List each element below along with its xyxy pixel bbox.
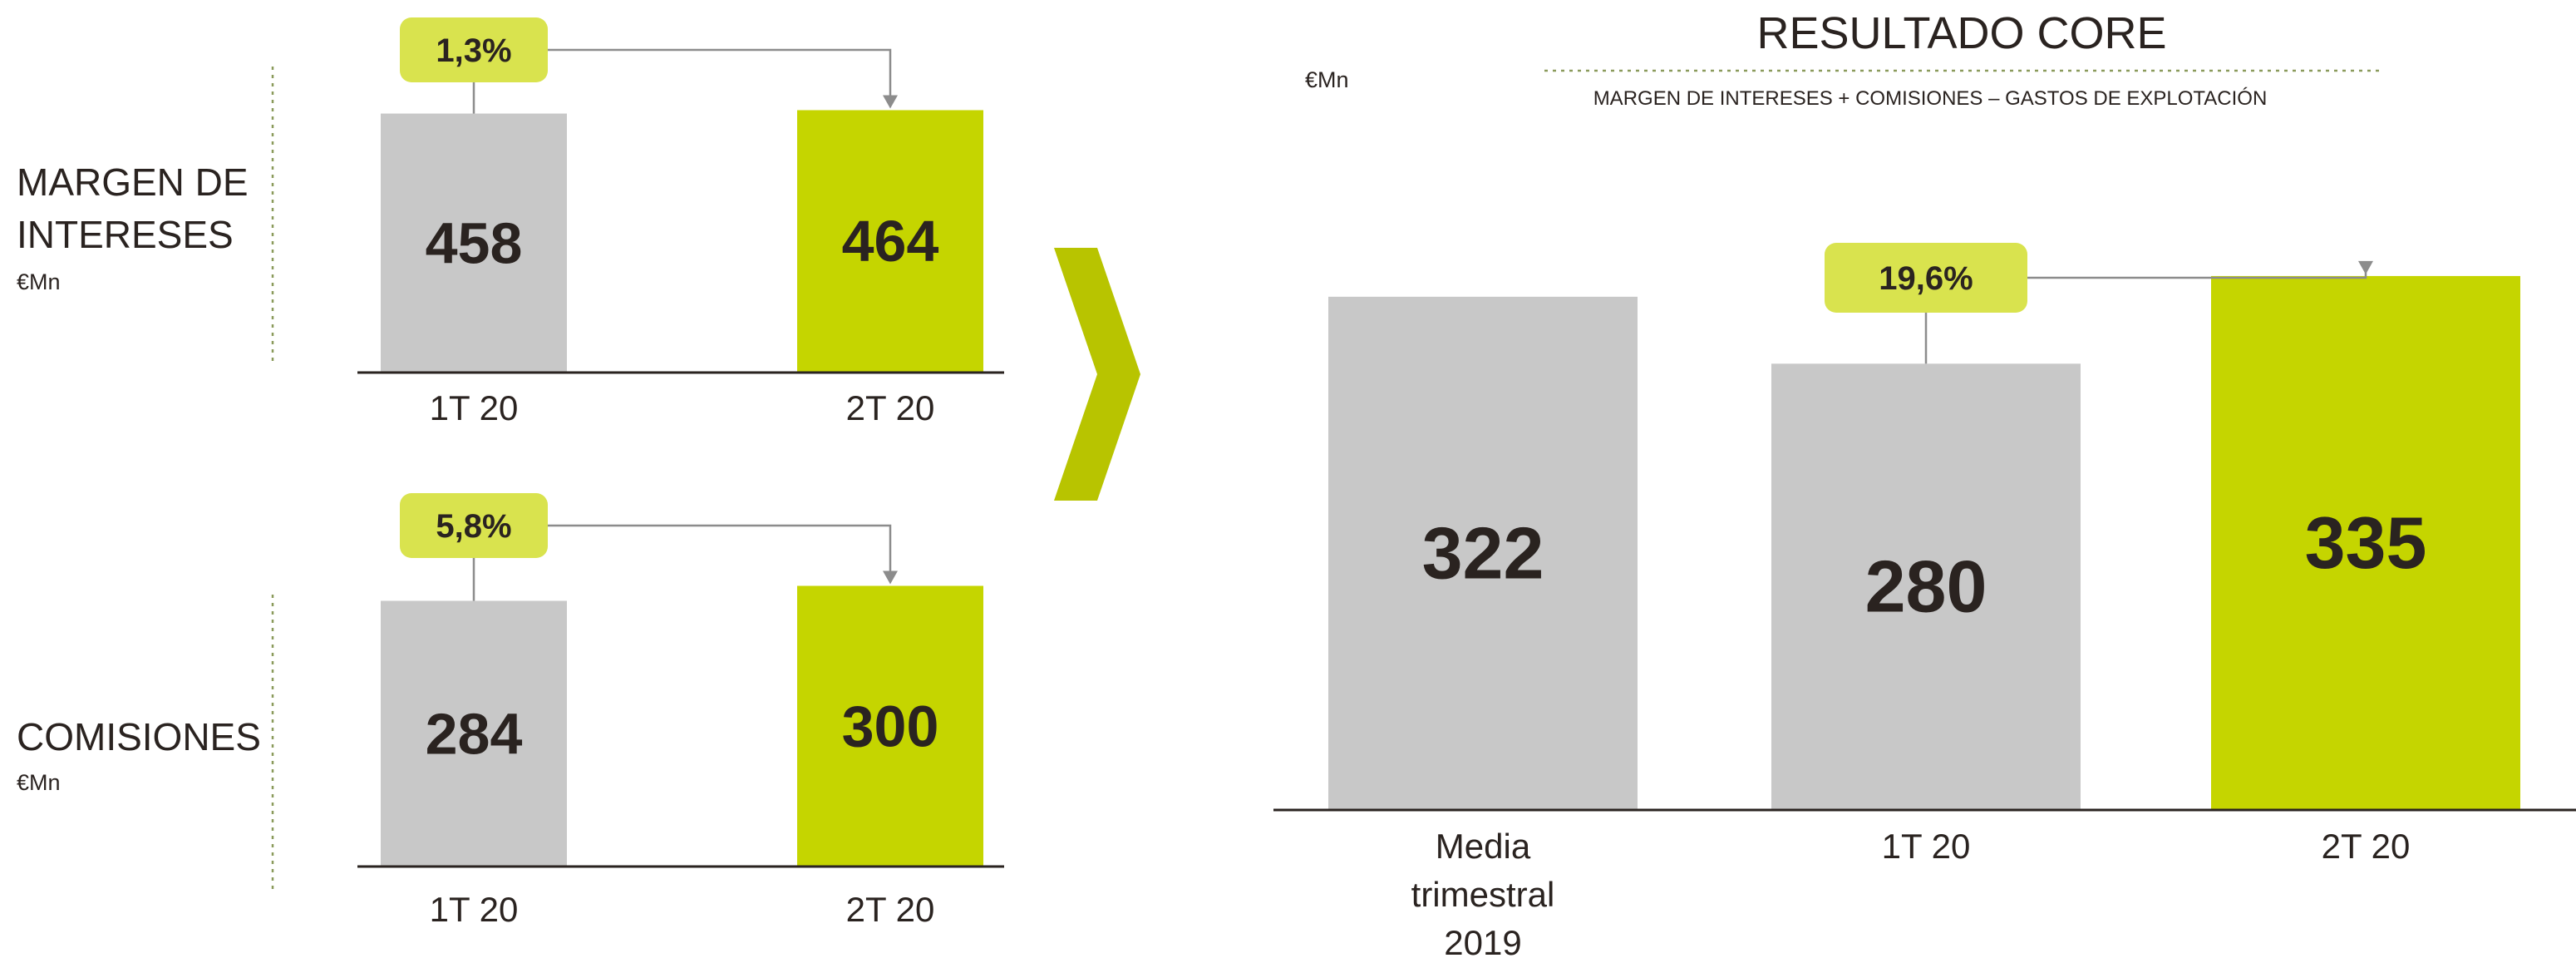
comisiones-bar-value-2: 300: [842, 694, 939, 758]
chevron-arrow-icon: [1054, 248, 1140, 501]
margen-bar-value-1: 458: [426, 210, 523, 275]
core-tick-label-2: 1T 20: [1882, 827, 1971, 866]
margen-connector-line: [548, 48, 892, 99]
margen-change-pill: [400, 17, 548, 82]
media-label-line3: 2019: [1444, 923, 1521, 958]
margen-bar-2: [797, 110, 983, 373]
charts-group: 458 1T 20 464 2T 20 1,3% 284 1T 20 300 2T 20 5,8%…: [357, 17, 2576, 929]
core-change-pill: [1825, 243, 2027, 313]
core-connector-line: [2027, 264, 2367, 279]
comisiones-connector-line: [548, 524, 892, 575]
comisiones-title: COMISIONES: [17, 715, 261, 758]
media-label-line1: Media: [1436, 827, 1531, 866]
margen-change-label: 1,3%: [436, 32, 511, 69]
comisiones-bar-2: [797, 585, 983, 867]
comisiones-connector-arrow-icon: [883, 570, 898, 585]
core-bar-value-2: 280: [1865, 546, 1987, 628]
core-bar-value-3: 335: [2305, 501, 2427, 584]
margen-title-line2: INTERESES: [17, 213, 234, 256]
comisiones-bar-1: [381, 600, 567, 867]
comisiones-bar-value-1: 284: [426, 701, 523, 766]
core-bar-1: [1328, 296, 1638, 810]
core-tick-label-3: 2T 20: [2322, 827, 2411, 866]
margen-bar-1: [381, 113, 567, 373]
core-bar-value-1: 322: [1422, 511, 1544, 594]
comisiones-change-label: 5,8%: [436, 508, 511, 545]
core-title: RESULTADO CORE: [1756, 8, 2166, 58]
core-bar-3: [2211, 275, 2520, 811]
comisiones-unit: €Mn: [17, 770, 61, 795]
margen-tick-label-2: 2T 20: [846, 388, 935, 427]
core-connector-arrow-icon: [2358, 260, 2373, 274]
margen-connector-arrow-icon: [883, 95, 898, 109]
comisiones-tick-label-2: 2T 20: [846, 890, 935, 929]
margen-bar-value-2: 464: [842, 209, 939, 274]
core-bar-2: [1771, 363, 2081, 810]
core-subtitle: MARGEN DE INTERESES + COMISIONES – GASTO…: [1593, 87, 2268, 110]
margen-tick-label-1: 1T 20: [430, 388, 519, 427]
margen-title-line1: MARGEN DE: [17, 160, 249, 204]
comisiones-change-pill: [400, 493, 548, 558]
margen-unit: €Mn: [17, 269, 61, 294]
core-unit: €Mn: [1305, 67, 1349, 92]
core-change-label: 19,6%: [1879, 260, 1973, 297]
comisiones-tick-label-1: 1T 20: [430, 890, 519, 929]
media-label-line2: trimestral: [1411, 875, 1555, 914]
